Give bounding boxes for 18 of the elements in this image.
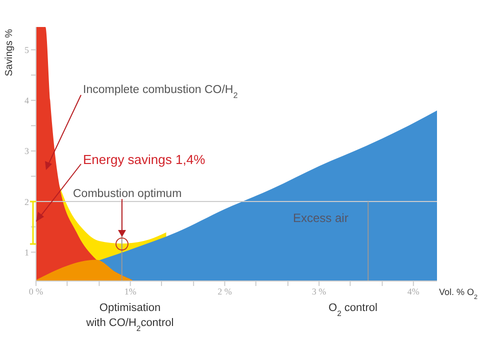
y-tick-label: 2 — [24, 196, 29, 207]
x-tick-label: 1% — [124, 286, 137, 296]
y-tick-label: 4 — [24, 96, 30, 106]
annotation: Energy savings 1,4% — [83, 152, 206, 167]
annotation: Incomplete combustion CO/H$_{2}$ — [83, 84, 238, 100]
x-tick-label: 2 % — [218, 286, 232, 296]
x-tick-label: 3 % — [312, 286, 327, 296]
y-tick-label: 5 — [24, 44, 30, 55]
text: O$_{2}$ control — [328, 302, 378, 318]
y-tick-label: 1 — [24, 247, 29, 258]
x-axis-title: Vol. % O$_{2}$ — [439, 287, 478, 300]
x-tick-label: 4% — [407, 286, 420, 296]
x-tick-label: 0 % — [28, 286, 44, 296]
y-tick-label: 3 — [24, 146, 30, 156]
annotation: Combustion optimum — [73, 188, 182, 200]
text: Optimisation with CO/H$_{2}$control — [85, 302, 174, 332]
annotation: Excess air — [293, 211, 348, 225]
y-axis-title: Savings % — [4, 28, 15, 76]
